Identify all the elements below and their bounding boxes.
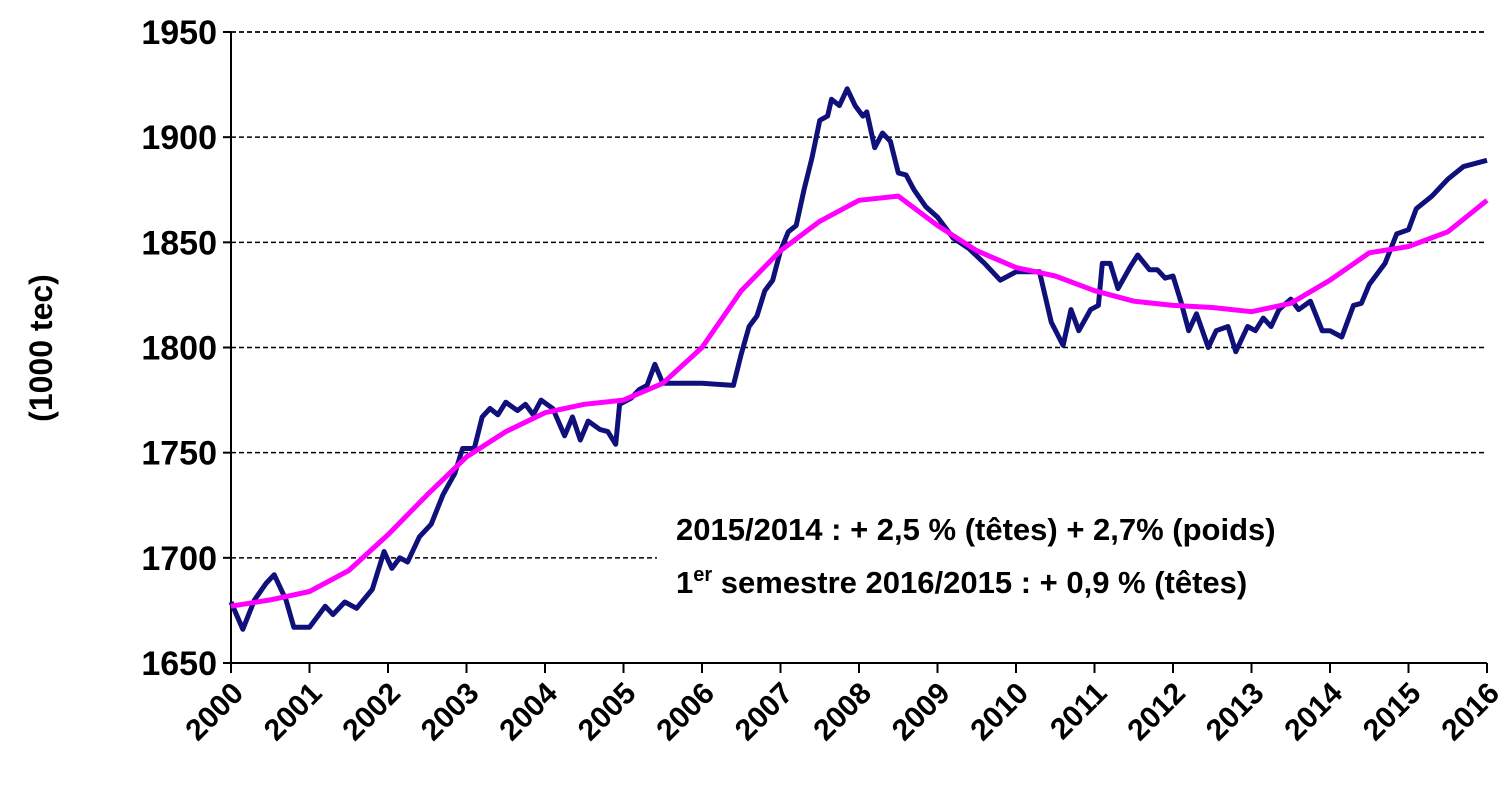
x-tick-label: 2010 — [964, 677, 1035, 748]
y-tick-label: 1900 — [141, 119, 217, 157]
series-line — [230, 193, 1489, 609]
x-tick-label: 2008 — [807, 677, 878, 748]
y-tick-label: 1650 — [141, 645, 217, 683]
x-tick-label: 2002 — [336, 677, 407, 748]
annotation-part: semestre 2016/2015 : + 0,9 % (têtes) — [712, 565, 1247, 600]
x-tick-label: 2004 — [493, 676, 564, 747]
x-tick-label: 2003 — [415, 677, 486, 748]
y-tick-label: 1950 — [141, 14, 217, 52]
y-tick-label: 1850 — [141, 224, 217, 262]
y-tick-label: 1750 — [141, 435, 217, 473]
annotation-superscript: er — [693, 564, 712, 586]
y-tick-label: 1800 — [141, 330, 217, 368]
annotation-part: 1 — [676, 565, 693, 600]
annotation: 2015/2014 : + 2,5 % (têtes) + 2,7% (poid… — [676, 512, 1276, 547]
y-axis-label: (1000 tec) — [23, 274, 59, 422]
x-tick-label: 2006 — [650, 677, 721, 748]
x-tick-label: 2012 — [1121, 677, 1192, 748]
annotation-background — [657, 500, 1502, 612]
x-tick-label: 2011 — [1044, 677, 1113, 746]
annotation: 1er semestre 2016/2015 : + 0,9 % (têtes) — [676, 564, 1247, 600]
x-tick-label: 2014 — [1278, 676, 1349, 747]
y-tick-label: 1700 — [141, 540, 217, 578]
x-tick-label: 2007 — [729, 677, 800, 748]
x-tick-label: 2005 — [572, 677, 643, 748]
x-tick-label: 2000 — [179, 677, 250, 748]
x-tick-label: 2013 — [1200, 677, 1271, 748]
x-tick-label: 2009 — [886, 677, 957, 748]
x-tick-label: 2016 — [1435, 677, 1506, 748]
x-tick-label: 2015 — [1357, 677, 1428, 748]
x-tick-label: 2001 — [258, 677, 329, 748]
